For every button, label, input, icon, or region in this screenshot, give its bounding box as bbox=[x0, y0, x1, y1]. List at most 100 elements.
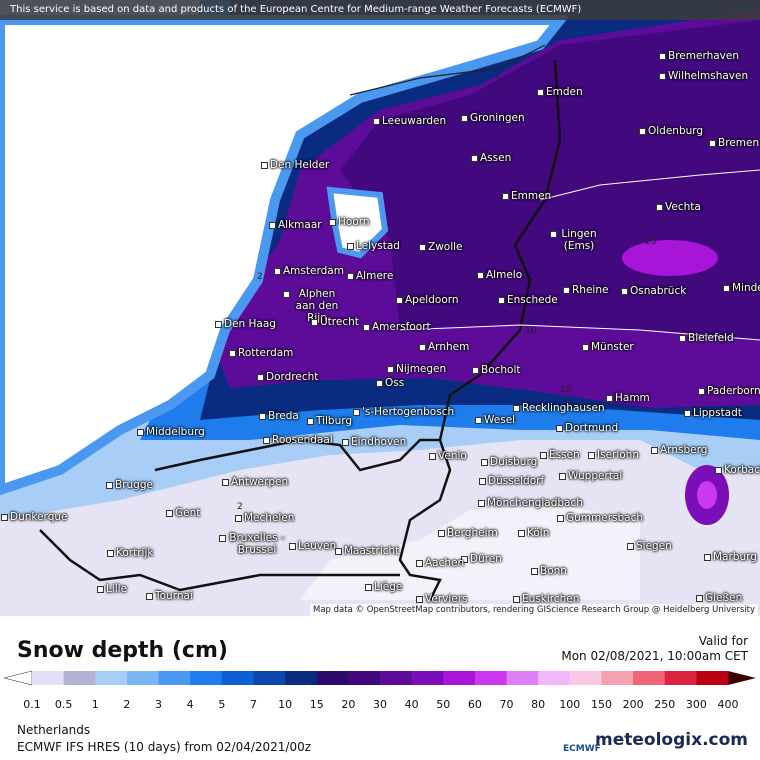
city-marker bbox=[146, 593, 153, 600]
tick-label: 4 bbox=[186, 698, 194, 711]
city-label: Tilburg bbox=[316, 415, 353, 427]
color-step bbox=[443, 671, 476, 685]
city-label: Münster bbox=[591, 341, 634, 353]
city-label: Gummersbach bbox=[566, 512, 644, 524]
city-marker bbox=[513, 405, 520, 412]
city-marker bbox=[659, 53, 666, 60]
city-label: Arnhem bbox=[428, 341, 470, 353]
city-marker bbox=[518, 530, 525, 537]
city-label: Bonn bbox=[540, 565, 567, 577]
city-label: Verviers bbox=[425, 593, 468, 605]
color-step bbox=[32, 671, 65, 685]
city-label: Dordrecht bbox=[266, 371, 319, 383]
tick-label: 200 bbox=[622, 698, 644, 711]
tick-label: 15 bbox=[309, 698, 324, 711]
city-marker bbox=[704, 554, 711, 561]
tick-label: 40 bbox=[404, 698, 419, 711]
city-label: Antwerpen bbox=[231, 476, 289, 488]
city-marker bbox=[582, 344, 589, 351]
city-marker bbox=[335, 548, 342, 555]
city-label: Siegen bbox=[636, 540, 672, 552]
city-label: Amsterdam bbox=[283, 265, 344, 277]
color-step bbox=[348, 671, 381, 685]
city-marker bbox=[307, 418, 314, 425]
tick-label: 10 bbox=[278, 698, 293, 711]
city-label: Emmen bbox=[511, 190, 552, 202]
city-label: Iserlohn bbox=[597, 449, 639, 461]
city-marker bbox=[537, 89, 544, 96]
tick-label: 100 bbox=[559, 698, 581, 711]
city-label: Middelburg bbox=[146, 426, 205, 438]
city-label: Kortrijk bbox=[116, 547, 154, 559]
tick-label: 70 bbox=[499, 698, 514, 711]
city-label: Wilhelmshaven bbox=[668, 70, 749, 82]
city-marker bbox=[639, 128, 646, 135]
city-label: Eindhoven bbox=[351, 436, 407, 448]
brand[interactable]: meteologix.com bbox=[595, 730, 748, 750]
model-run: ECMWF IFS HRES (10 days) from 02/04/2021… bbox=[17, 740, 312, 754]
city-marker bbox=[531, 568, 538, 575]
city-marker bbox=[540, 452, 547, 459]
tick-label: 0.5 bbox=[54, 698, 73, 711]
city-marker bbox=[471, 155, 478, 162]
city-label: Arnsberg bbox=[660, 444, 708, 456]
city-label: Vechta bbox=[665, 201, 701, 213]
city-marker bbox=[347, 243, 354, 250]
color-step bbox=[95, 671, 128, 685]
city-marker bbox=[651, 447, 658, 454]
city-label: Oldenburg bbox=[648, 125, 704, 137]
contour-label: 2 bbox=[237, 502, 243, 512]
city-marker bbox=[376, 380, 383, 387]
city-marker bbox=[259, 413, 266, 420]
city-label: Hamm bbox=[615, 392, 650, 404]
city-label: Utrecht bbox=[320, 316, 359, 328]
city-label: Roosendaal bbox=[272, 434, 333, 446]
city-label: Nijmegen bbox=[396, 363, 447, 375]
color-step bbox=[221, 671, 254, 685]
tick-label: 60 bbox=[467, 698, 482, 711]
map-attribution: Map data © OpenStreetMap contributors, r… bbox=[310, 604, 758, 616]
city-marker bbox=[166, 510, 173, 517]
city-marker bbox=[627, 543, 634, 550]
service-notice: This service is based on data and produc… bbox=[0, 0, 760, 20]
sea bbox=[0, 15, 571, 496]
city-marker bbox=[559, 473, 566, 480]
city-label: Gent bbox=[175, 507, 201, 519]
city-label: Lingen (Ems) bbox=[561, 228, 597, 252]
city-label: Assen bbox=[480, 152, 512, 164]
city-marker bbox=[479, 478, 486, 485]
city-marker bbox=[269, 222, 276, 229]
contour-label: 10 bbox=[525, 326, 537, 336]
city-marker bbox=[477, 272, 484, 279]
tick-label: 300 bbox=[685, 698, 707, 711]
tick-label: 80 bbox=[531, 698, 546, 711]
contour-label: 10 bbox=[560, 385, 572, 395]
city-label: Rheine bbox=[572, 284, 609, 296]
city-marker bbox=[1, 514, 8, 521]
city-marker bbox=[513, 596, 520, 603]
color-step bbox=[601, 671, 634, 685]
city-marker bbox=[621, 288, 628, 295]
city-marker bbox=[563, 287, 570, 294]
city-label: Mönchengladbach bbox=[487, 497, 583, 509]
border bbox=[154, 438, 440, 472]
tick-label: 3 bbox=[155, 698, 163, 711]
city-label: Groningen bbox=[470, 112, 525, 124]
contour-label: 2 bbox=[257, 272, 263, 282]
map-shapes bbox=[0, 0, 760, 601]
city-label: Bielefeld bbox=[688, 332, 734, 344]
tick-label: 400 bbox=[717, 698, 739, 711]
city-label: Euskirchen bbox=[522, 593, 580, 605]
heavy-snow-area bbox=[697, 481, 717, 509]
city-label: Wuppertal bbox=[568, 470, 623, 482]
city-marker bbox=[257, 374, 264, 381]
contour bbox=[539, 169, 760, 201]
city-marker bbox=[478, 500, 485, 507]
city-marker bbox=[363, 324, 370, 331]
city-label: Bremen bbox=[718, 137, 760, 149]
city-marker bbox=[438, 530, 445, 537]
city-label: Liège bbox=[374, 581, 403, 593]
city-marker bbox=[715, 467, 722, 474]
tick-label: 5 bbox=[218, 698, 226, 711]
city-marker bbox=[684, 410, 691, 417]
